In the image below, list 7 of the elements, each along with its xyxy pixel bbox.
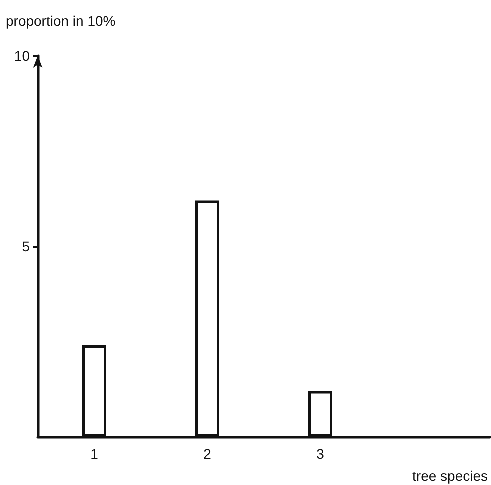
x-tick-label: 1 [90, 446, 99, 462]
x-axis-title: tree species [412, 468, 488, 484]
y-tick-label: 5 [22, 238, 30, 254]
y-tick-label: 10 [14, 48, 30, 64]
y-axis-title: proportion in 10% [6, 13, 116, 29]
x-tick-label: 3 [316, 446, 325, 462]
x-tick-label: 2 [204, 446, 212, 462]
